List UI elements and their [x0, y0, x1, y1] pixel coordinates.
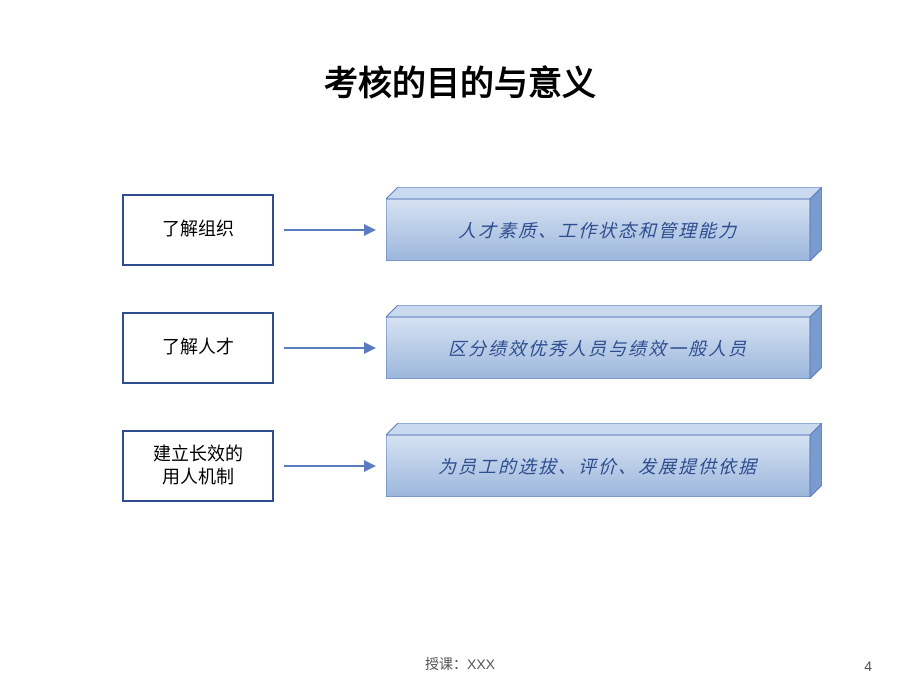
arrow-head-2 [364, 460, 376, 472]
arrow-line-1 [284, 347, 364, 349]
right-bar-0: 人才素质、工作状态和管理能力 [386, 187, 822, 261]
right-bar-label-0: 人才素质、工作状态和管理能力 [386, 199, 810, 261]
left-box-0: 了解组织 [122, 194, 274, 266]
page-number: 4 [864, 658, 872, 674]
right-bar-1: 区分绩效优秀人员与绩效一般人员 [386, 305, 822, 379]
arrow-head-0 [364, 224, 376, 236]
arrow-head-1 [364, 342, 376, 354]
footer-text: 授课：XXX [0, 654, 920, 674]
left-box-1: 了解人才 [122, 312, 274, 384]
slide-title: 考核的目的与意义 [0, 56, 920, 105]
right-bar-label-2: 为员工的选拔、评价、发展提供依据 [386, 435, 810, 497]
right-bar-label-1: 区分绩效优秀人员与绩效一般人员 [386, 317, 810, 379]
arrow-line-0 [284, 229, 364, 231]
arrow-line-2 [284, 465, 364, 467]
right-bar-2: 为员工的选拔、评价、发展提供依据 [386, 423, 822, 497]
left-box-2: 建立长效的用人机制 [122, 430, 274, 502]
